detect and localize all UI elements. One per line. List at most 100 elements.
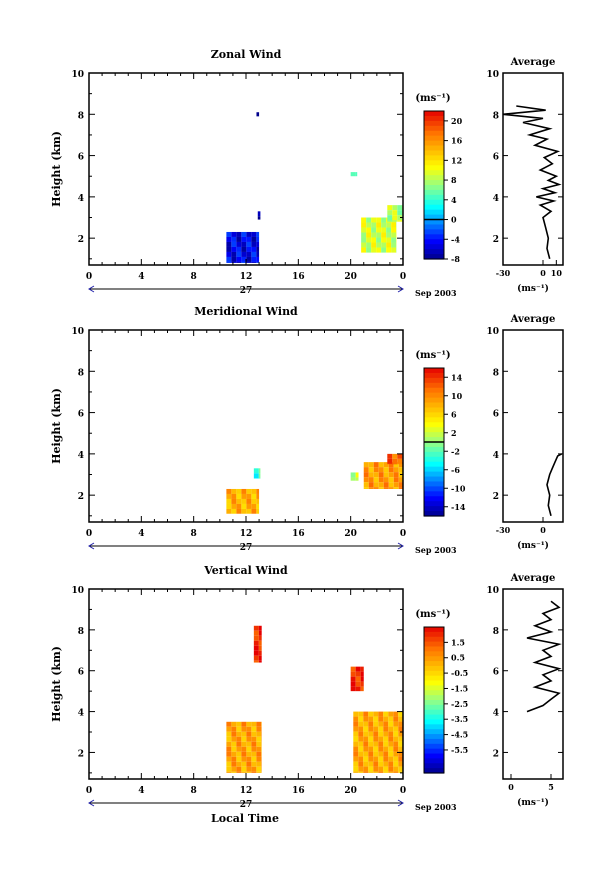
colorbar-segment: [424, 471, 444, 478]
data-block: [226, 721, 262, 773]
panel-title: Vertical Wind: [203, 564, 288, 577]
colorbar-tick-label: -14: [451, 502, 466, 512]
heat-cell: [393, 487, 399, 489]
average-x-tick-label: 5: [548, 782, 554, 792]
heat-cell: [368, 462, 374, 468]
heat-cell: [363, 487, 369, 489]
heat-cell: [241, 761, 247, 767]
colorbar-segment: [424, 234, 444, 240]
data-block: [361, 217, 397, 253]
colorbar-segment: [424, 501, 444, 507]
heat-cell: [393, 721, 399, 727]
heat-cell: [358, 741, 364, 747]
colorbar-tick-label: -2: [451, 446, 460, 456]
heat-cell: [253, 630, 259, 636]
colorbar-segment: [424, 155, 444, 161]
heat-cell: [258, 468, 261, 474]
day-label: 27: [240, 286, 253, 296]
heat-cell: [391, 242, 397, 248]
heat-cell: [393, 477, 399, 483]
heat-cell: [371, 237, 377, 243]
colorbar-segment: [424, 180, 444, 186]
heat-cell: [361, 237, 367, 243]
heat-cell: [368, 487, 374, 489]
heat-cell: [226, 771, 232, 773]
heat-cell: [355, 477, 359, 481]
colorbar-segment: [424, 476, 444, 483]
heat-cell: [353, 766, 359, 772]
heat-cell: [398, 736, 403, 742]
heat-cell: [231, 251, 237, 257]
heat-cell: [393, 771, 399, 773]
heat-cell: [371, 247, 377, 253]
heat-cell: [236, 256, 242, 262]
heat-cell: [358, 726, 364, 732]
colorbar-segment: [424, 646, 444, 652]
heat-cell: [256, 766, 262, 772]
heat-cell: [241, 261, 247, 263]
heat-cell: [373, 756, 379, 762]
colorbar-segment: [424, 437, 444, 443]
x-tick-label: 4: [138, 786, 144, 796]
heat-cell: [397, 210, 403, 216]
colorbar-tick-label: -10: [451, 483, 466, 493]
heat-cell: [226, 741, 232, 747]
heat-cell: [398, 462, 403, 468]
colorbar-tick-label: 14: [451, 372, 463, 382]
colorbar-segment: [424, 160, 444, 166]
colorbar-segment: [424, 680, 444, 686]
average-y-tick-label: 2: [493, 749, 499, 759]
heat-cell: [236, 746, 242, 752]
heat-cell: [256, 741, 262, 747]
average-x-tick-label: -30: [496, 268, 511, 278]
colorbar-segment: [424, 407, 444, 413]
colorbar-tick-label: 12: [451, 155, 462, 165]
heat-cell: [373, 751, 379, 757]
average-title: Average: [510, 314, 556, 325]
heat-cell: [366, 217, 372, 223]
colorbar-segment: [424, 372, 444, 379]
heat-cell: [241, 241, 247, 247]
average-y-tick-label: 4: [493, 194, 499, 204]
heat-cell: [256, 241, 260, 247]
x-axis-label: Local Time: [211, 812, 279, 825]
heat-cell: [383, 746, 389, 752]
heat-cell: [358, 761, 364, 767]
heat-cell: [387, 205, 393, 211]
heat-cell: [363, 736, 369, 742]
heat-cell: [231, 761, 237, 767]
x-tick-label: 8: [191, 786, 197, 796]
heat-cell: [368, 741, 374, 747]
x-tick-label: 12: [240, 272, 253, 282]
heat-cell: [231, 231, 237, 237]
heat-cell: [378, 716, 384, 722]
heat-cell: [397, 215, 403, 221]
x-tick-label: 8: [191, 529, 197, 539]
heat-cell: [358, 746, 364, 752]
heat-cell: [373, 472, 379, 478]
heat-cell: [258, 660, 262, 663]
heat-cell: [368, 726, 374, 732]
heat-cell: [231, 756, 237, 762]
colorbar-segment: [424, 140, 444, 147]
heat-cell: [358, 751, 364, 757]
heat-cell: [231, 736, 237, 742]
x-tick-label: 20: [344, 786, 357, 796]
heat-cell: [397, 453, 403, 459]
heat-cell: [393, 467, 399, 473]
colorbar-segment: [424, 194, 444, 201]
heat-cell: [363, 482, 369, 488]
average-x-tick-label: 0: [508, 782, 514, 792]
heat-cell: [373, 771, 379, 773]
colorbar-tick-label: -4: [451, 234, 460, 244]
heat-cell: [256, 726, 262, 732]
x-tick-label: 12: [240, 529, 253, 539]
heat-cell: [246, 251, 252, 257]
heat-cell: [226, 261, 232, 263]
date-arrow-left: [88, 285, 95, 293]
heat-cell: [371, 232, 377, 238]
heat-cell: [361, 242, 367, 248]
x-tick-label: 0: [86, 786, 92, 796]
heat-cell: [353, 746, 359, 752]
heat-cell: [353, 721, 359, 727]
